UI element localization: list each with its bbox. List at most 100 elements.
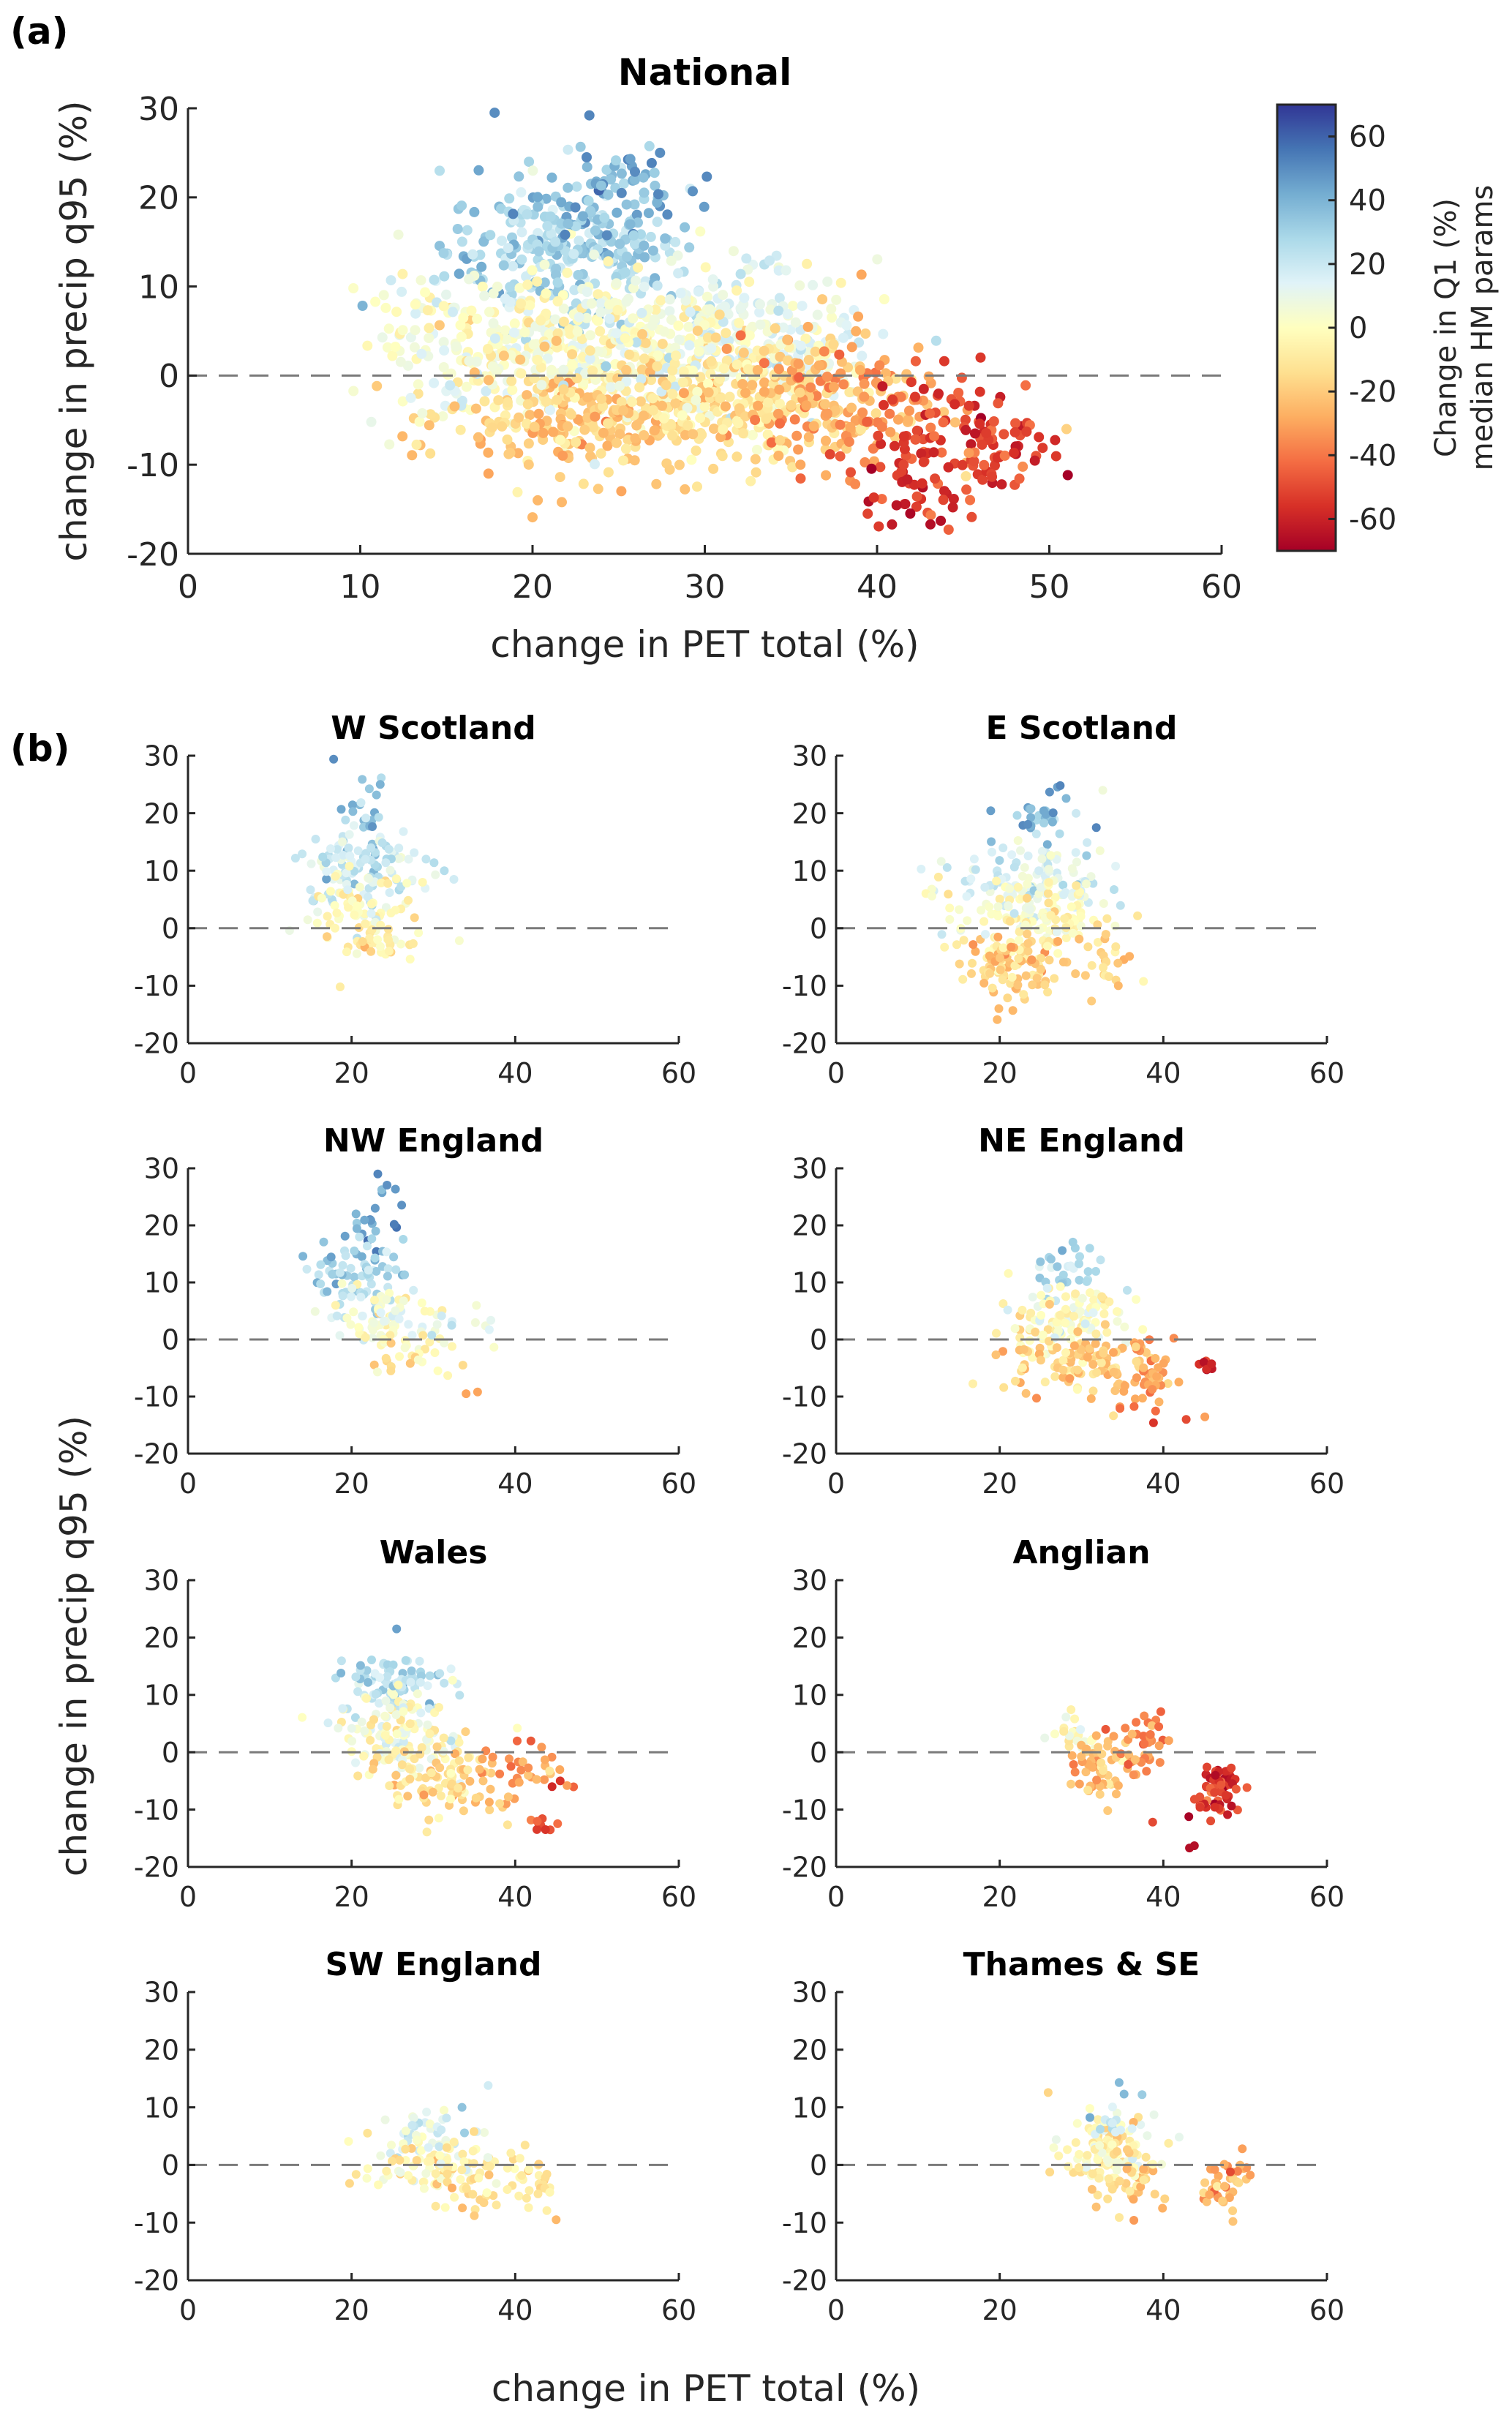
data-point: [1164, 1736, 1173, 1746]
data-point: [361, 1333, 370, 1342]
data-point: [910, 356, 921, 367]
data-point: [868, 492, 879, 503]
data-point: [358, 937, 367, 946]
data-point: [1136, 2182, 1146, 2192]
y-tick-label: 30: [792, 1977, 827, 2009]
x-tick-label: 30: [685, 568, 726, 606]
data-point: [1129, 2216, 1139, 2225]
data-point: [391, 1710, 401, 1719]
data-point: [1023, 879, 1032, 889]
data-point: [385, 865, 395, 875]
data-point: [1068, 1237, 1077, 1247]
data-point: [514, 1778, 524, 1787]
data-point: [1056, 1282, 1065, 1291]
data-point: [659, 326, 670, 337]
x-tick-label: 60: [1201, 568, 1242, 606]
data-point: [547, 1752, 557, 1762]
data-point: [961, 484, 972, 495]
data-point: [819, 399, 830, 410]
data-point: [1009, 863, 1019, 872]
data-point: [386, 1366, 396, 1375]
data-point: [824, 449, 835, 459]
data-point: [463, 1765, 473, 1775]
data-point: [1125, 952, 1135, 961]
data-point: [473, 165, 484, 176]
data-point: [1131, 1394, 1140, 1404]
data-point: [1233, 2167, 1242, 2176]
data-point: [812, 309, 823, 320]
data-point: [446, 1769, 456, 1778]
data-point: [1019, 990, 1028, 999]
data-point: [346, 1263, 356, 1273]
data-point: [416, 348, 427, 359]
data-point: [1091, 1266, 1100, 1276]
data-point: [364, 873, 374, 883]
data-point: [1152, 1372, 1162, 1381]
panel-b-label: (b): [10, 727, 70, 770]
data-point: [747, 380, 758, 391]
data-point: [495, 1799, 505, 1808]
data-point: [631, 420, 642, 431]
x-tick-label: 20: [334, 1057, 369, 1089]
data-point: [360, 1215, 369, 1225]
data-point: [895, 391, 906, 402]
data-point: [738, 428, 748, 439]
data-point: [1210, 1803, 1219, 1812]
data-point: [387, 350, 398, 361]
data-point: [667, 430, 678, 441]
data-point: [1121, 1724, 1130, 1733]
data-point: [331, 923, 339, 933]
data-point: [1007, 850, 1017, 860]
data-point: [862, 508, 873, 519]
data-point: [557, 450, 568, 461]
data-point: [503, 2185, 512, 2194]
data-point: [474, 2173, 484, 2183]
data-point: [1077, 1293, 1087, 1303]
data-point: [554, 472, 565, 483]
y-tick-label: 30: [144, 1977, 179, 2009]
data-point: [1104, 1779, 1113, 1789]
data-point: [963, 400, 974, 411]
data-point: [603, 189, 614, 200]
data-point: [889, 440, 900, 451]
data-point: [1139, 977, 1148, 986]
data-point: [541, 396, 552, 407]
data-point: [1242, 1783, 1252, 1792]
data-point: [500, 325, 511, 336]
data-point: [438, 337, 449, 347]
data-point: [705, 369, 716, 380]
data-point: [593, 315, 603, 326]
x-tick-label: 60: [661, 2294, 696, 2326]
data-point: [363, 2164, 372, 2173]
data-point: [1031, 1327, 1040, 1337]
data-point: [572, 326, 583, 337]
data-point: [514, 2191, 524, 2201]
y-tick-label: -20: [134, 2265, 179, 2297]
data-point: [993, 932, 1003, 942]
data-point: [821, 371, 832, 382]
data-point: [643, 208, 654, 219]
data-point: [336, 982, 345, 991]
data-point: [1136, 2120, 1146, 2130]
data-point: [666, 315, 677, 326]
data-point: [1051, 2135, 1061, 2144]
data-point: [326, 844, 335, 854]
data-point: [351, 1209, 361, 1219]
data-point: [740, 388, 751, 398]
data-point: [977, 474, 988, 485]
data-point: [1010, 418, 1021, 429]
data-point: [519, 327, 530, 338]
data-point: [735, 303, 746, 314]
data-point: [571, 221, 582, 232]
data-point: [710, 332, 721, 343]
data-point: [383, 879, 393, 888]
data-point: [541, 288, 552, 299]
data-point: [797, 301, 808, 312]
data-point: [552, 296, 563, 307]
data-point: [1113, 958, 1123, 968]
data-point: [393, 229, 404, 240]
data-point: [949, 399, 960, 410]
data-point: [583, 195, 594, 206]
